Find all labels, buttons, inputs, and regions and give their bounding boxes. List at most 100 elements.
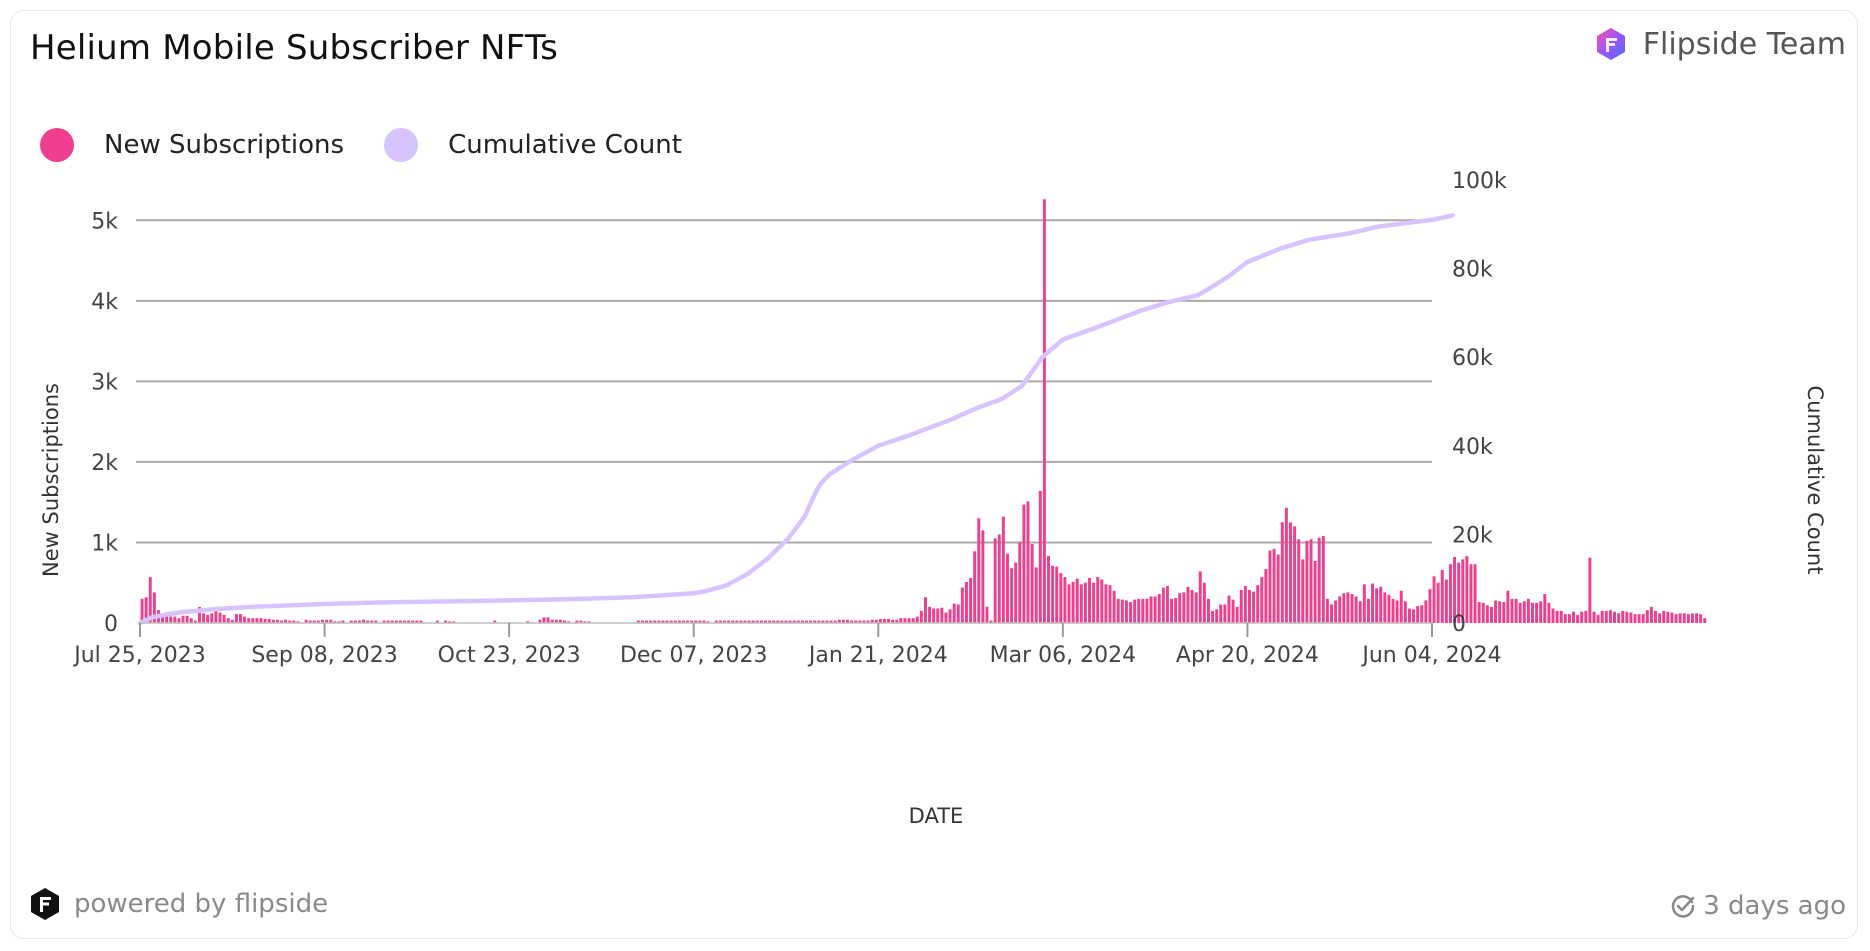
bar[interactable] [1387,594,1391,623]
bar[interactable] [702,620,706,623]
bar[interactable] [316,620,320,623]
bar[interactable] [993,538,997,623]
bar[interactable] [1317,537,1321,623]
bar[interactable] [1535,602,1539,623]
bar[interactable] [923,597,927,623]
bar[interactable] [255,618,259,623]
bar[interactable] [731,620,735,623]
bar[interactable] [1165,585,1169,623]
bar[interactable] [1457,562,1461,623]
bar[interactable] [558,619,562,623]
bar[interactable] [1453,556,1457,623]
bar[interactable] [1289,522,1292,623]
bar[interactable] [747,620,751,623]
bar[interactable] [1112,590,1116,623]
bar[interactable] [878,618,882,623]
bar[interactable] [817,620,821,623]
bar[interactable] [390,620,394,623]
bar[interactable] [764,620,767,623]
bar[interactable] [969,577,973,623]
bar[interactable] [177,618,181,623]
bar[interactable] [448,621,452,623]
bar[interactable] [1248,589,1251,623]
bar[interactable] [821,620,825,623]
bar[interactable] [1161,587,1165,623]
bar[interactable] [1662,610,1666,623]
bar[interactable] [665,620,669,623]
bar[interactable] [1358,601,1362,623]
bar[interactable] [1034,567,1038,623]
bar[interactable] [919,610,923,623]
bar[interactable] [1276,554,1280,623]
bar[interactable] [1280,522,1284,623]
bar[interactable] [882,618,886,623]
bar[interactable] [1219,604,1223,623]
bar[interactable] [1502,602,1506,623]
bar[interactable] [850,620,854,623]
bar[interactable] [636,620,640,623]
bar[interactable] [1252,591,1256,623]
bar[interactable] [1428,589,1432,623]
bar[interactable] [1149,596,1153,623]
bar[interactable] [1395,600,1399,623]
bar[interactable] [308,620,312,623]
bar[interactable] [374,620,378,623]
bar[interactable] [1206,598,1210,623]
bar[interactable] [1108,585,1112,623]
bar[interactable] [1014,562,1018,623]
legend-item-cumulative-count[interactable]: Cumulative Count [384,128,682,162]
bar[interactable] [1137,598,1141,623]
bar[interactable] [1198,571,1202,623]
bar[interactable] [1100,579,1104,623]
bar[interactable] [1309,539,1313,623]
bar[interactable] [296,621,300,623]
bar[interactable] [1334,600,1338,623]
bar[interactable] [1531,602,1534,623]
bar[interactable] [1498,601,1502,623]
bar[interactable] [1572,611,1575,623]
bar[interactable] [952,603,956,623]
bar[interactable] [1600,610,1604,623]
bar[interactable] [1231,599,1235,623]
bar[interactable] [743,620,747,623]
bar[interactable] [1448,564,1452,623]
bar[interactable] [1510,598,1514,623]
bar[interactable] [1563,614,1567,623]
bar[interactable] [546,617,550,623]
team-badge[interactable]: Flipside Team [1593,26,1846,62]
bar[interactable] [1170,598,1174,623]
bar[interactable] [1096,577,1100,623]
bar[interactable] [1658,613,1662,623]
bar[interactable] [1342,593,1346,623]
bar[interactable] [673,620,677,623]
bar[interactable] [206,614,210,623]
bar[interactable] [841,619,845,623]
bar[interactable] [452,621,456,623]
bar[interactable] [1506,590,1510,623]
bar[interactable] [964,581,968,623]
bar[interactable] [1330,604,1333,623]
bar[interactable] [1075,578,1079,623]
bar[interactable] [1145,598,1149,623]
bar[interactable] [567,621,571,623]
cumulative-line[interactable] [137,213,1455,626]
bar[interactable] [366,620,370,623]
bar[interactable] [1223,604,1227,623]
bar[interactable] [870,619,874,623]
bar[interactable] [1596,614,1600,623]
bar[interactable] [973,551,977,623]
bar[interactable] [928,606,932,623]
bar[interactable] [944,612,948,623]
bar[interactable] [370,620,374,623]
bar[interactable] [1604,610,1608,623]
bar[interactable] [800,620,804,623]
bar[interactable] [846,619,849,623]
bar[interactable] [1629,612,1633,623]
bar[interactable] [1194,592,1198,623]
bar[interactable] [259,618,263,623]
bar[interactable] [759,620,763,623]
bar[interactable] [1260,577,1264,623]
bar[interactable] [325,619,329,623]
bar[interactable] [1272,548,1276,623]
bar[interactable] [1141,598,1145,623]
